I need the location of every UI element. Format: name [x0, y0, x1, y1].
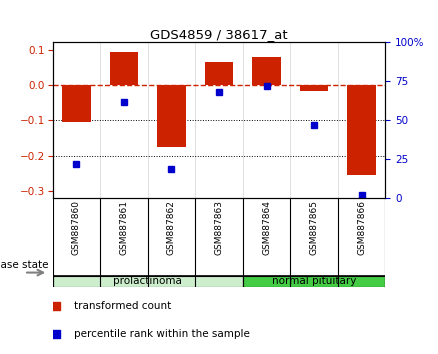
Bar — [347, 85, 376, 175]
Bar — [300, 85, 328, 91]
Text: GSM887862: GSM887862 — [167, 200, 176, 255]
Text: percentile rank within the sample: percentile rank within the sample — [74, 330, 250, 339]
Bar — [205, 62, 233, 85]
Text: GSM887864: GSM887864 — [262, 200, 271, 255]
Text: GSM887861: GSM887861 — [120, 200, 128, 255]
Text: normal pituitary: normal pituitary — [272, 276, 356, 286]
Bar — [157, 85, 186, 147]
Title: GDS4859 / 38617_at: GDS4859 / 38617_at — [150, 28, 288, 41]
Text: GSM887865: GSM887865 — [310, 200, 318, 255]
Text: GSM887863: GSM887863 — [215, 200, 223, 255]
Bar — [252, 57, 281, 85]
Bar — [110, 52, 138, 85]
Text: prolactinoma: prolactinoma — [113, 276, 182, 286]
Bar — [243, 276, 385, 287]
Bar — [62, 85, 91, 122]
Bar — [53, 276, 243, 287]
Text: GSM887860: GSM887860 — [72, 200, 81, 255]
Text: transformed count: transformed count — [74, 301, 171, 311]
Text: disease state: disease state — [0, 261, 48, 270]
Text: GSM887866: GSM887866 — [357, 200, 366, 255]
